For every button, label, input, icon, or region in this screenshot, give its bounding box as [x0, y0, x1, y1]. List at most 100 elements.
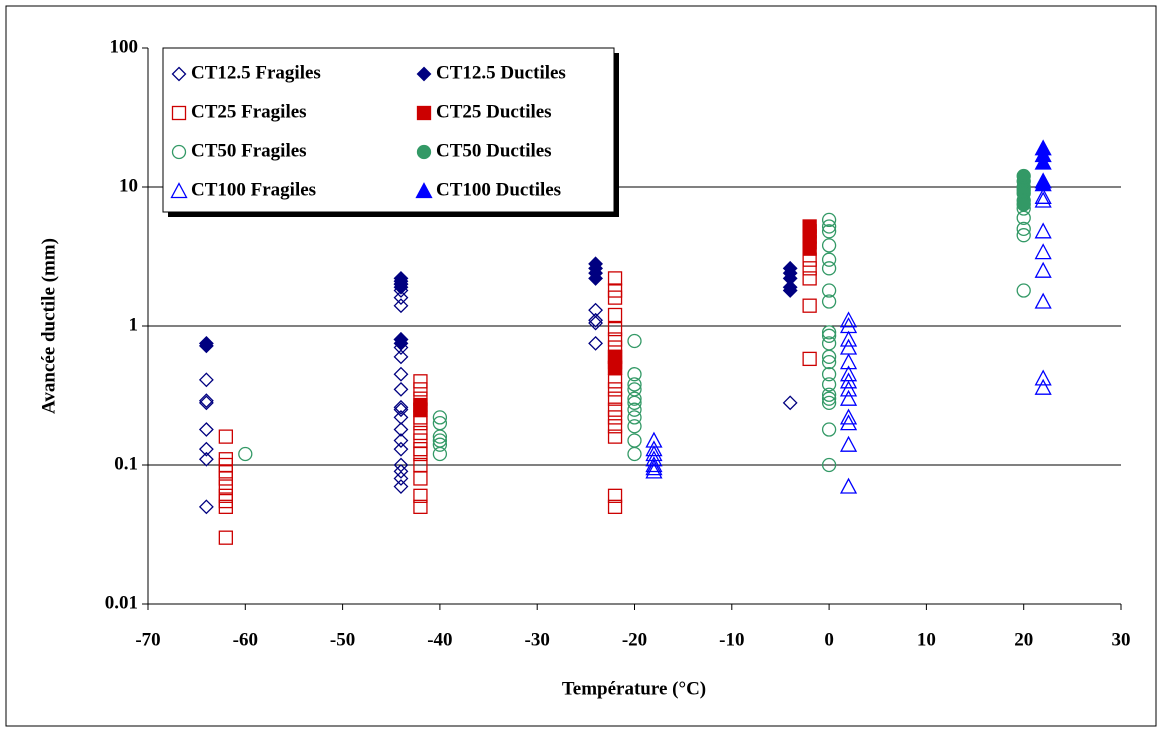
point — [393, 479, 409, 494]
point — [627, 419, 642, 434]
point — [821, 354, 837, 370]
point — [416, 105, 432, 121]
point — [413, 374, 428, 389]
legend-item: CT50 Fragiles — [171, 140, 307, 161]
y-axis-label: Avancée ductile (mm) — [38, 238, 59, 414]
point — [432, 410, 448, 425]
point — [1034, 369, 1052, 386]
point — [802, 271, 817, 286]
point — [218, 479, 233, 494]
point — [821, 377, 837, 392]
x-axis-label: Température (°C) — [562, 678, 706, 699]
x-tick-label: -20 — [622, 629, 647, 650]
point — [802, 241, 817, 256]
point — [821, 261, 837, 276]
legend-label: CT100 Fragiles — [191, 179, 316, 200]
x-tick-label: 20 — [1014, 629, 1033, 650]
point — [607, 321, 623, 337]
legend-item: CT25 Fragiles — [171, 101, 307, 122]
point — [782, 283, 798, 298]
point — [839, 372, 858, 389]
point — [627, 410, 642, 425]
point — [839, 380, 858, 397]
legend-item: CT25 Ductiles — [416, 101, 552, 122]
point — [218, 530, 233, 545]
point — [218, 429, 233, 444]
legend-item: CT12.5 Fragiles — [171, 62, 321, 83]
point — [839, 353, 858, 370]
point — [413, 446, 428, 462]
point — [821, 349, 837, 364]
point — [839, 408, 858, 425]
point — [1034, 261, 1052, 278]
point — [821, 294, 837, 309]
point — [821, 328, 837, 343]
point — [171, 105, 187, 121]
point — [821, 387, 837, 402]
x-tick-label: -10 — [719, 629, 744, 650]
y-tick-label: 1 — [129, 314, 139, 335]
point — [416, 66, 432, 82]
point — [607, 360, 623, 375]
y-tick-label: 10 — [119, 175, 138, 196]
point — [1016, 228, 1031, 243]
point — [821, 395, 837, 410]
point — [821, 283, 837, 298]
legend-label: CT50 Fragiles — [191, 140, 307, 161]
point — [198, 338, 214, 354]
point — [171, 66, 187, 82]
point — [198, 372, 214, 388]
x-tick-label: 30 — [1112, 629, 1131, 650]
point — [627, 377, 642, 392]
point — [393, 298, 409, 314]
point — [413, 382, 428, 397]
point — [1034, 187, 1052, 204]
legend-label: CT50 Ductiles — [436, 140, 552, 161]
point — [198, 441, 214, 457]
point — [821, 457, 837, 473]
point — [1034, 378, 1052, 395]
point — [1034, 153, 1052, 170]
point — [393, 381, 409, 397]
point — [393, 279, 409, 295]
legend-label: CT12.5 Fragiles — [191, 62, 321, 83]
point — [607, 290, 623, 305]
point — [839, 435, 858, 452]
point — [627, 391, 642, 406]
point — [607, 332, 623, 347]
point — [413, 397, 428, 413]
point — [393, 290, 409, 306]
point — [198, 395, 214, 411]
point — [645, 450, 663, 467]
point — [607, 499, 623, 514]
point — [393, 422, 409, 437]
point — [393, 366, 409, 382]
legend-item: CT100 Ductiles — [415, 179, 561, 200]
point — [839, 477, 858, 494]
point — [802, 298, 817, 313]
point — [393, 433, 409, 448]
point — [645, 462, 663, 479]
point — [413, 488, 428, 503]
legend-item: CT100 Fragiles — [170, 179, 316, 200]
x-tick-label: -50 — [330, 629, 355, 650]
point — [413, 499, 428, 514]
point — [821, 238, 837, 253]
y-tick-label: 0.01 — [105, 592, 138, 613]
point — [1034, 243, 1052, 260]
point — [393, 463, 409, 479]
point — [821, 367, 837, 382]
point — [588, 312, 603, 328]
point — [393, 471, 409, 486]
point — [782, 395, 798, 411]
point — [839, 330, 858, 347]
point — [416, 144, 432, 160]
point — [821, 224, 837, 239]
point — [627, 395, 642, 410]
point — [821, 422, 837, 437]
point — [627, 446, 642, 462]
point — [1034, 175, 1052, 192]
point — [1016, 221, 1031, 236]
legend-item: CT12.5 Ductiles — [416, 62, 566, 83]
